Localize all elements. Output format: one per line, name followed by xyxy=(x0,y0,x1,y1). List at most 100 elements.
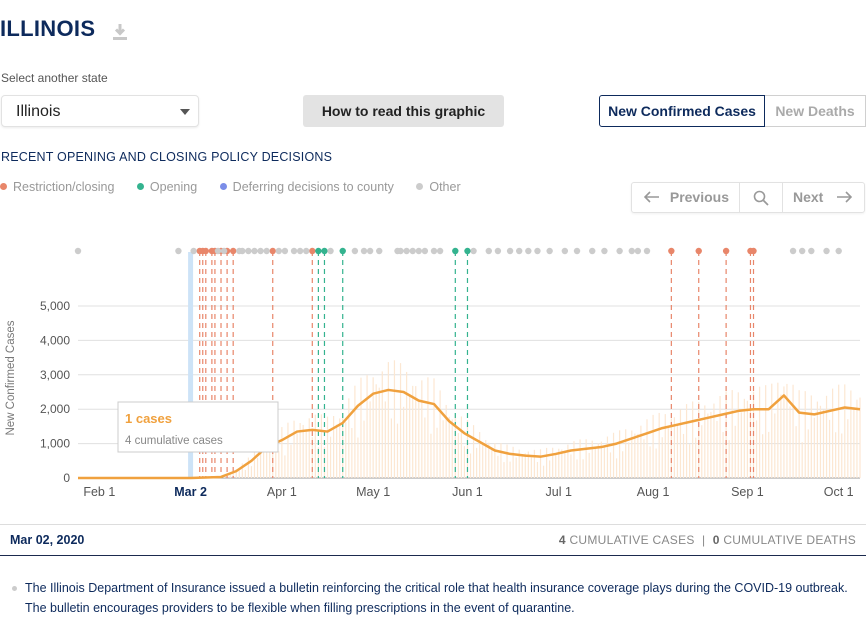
daily-bar xyxy=(576,459,578,478)
daily-bar xyxy=(628,442,630,478)
daily-bar xyxy=(512,446,514,478)
daily-bar xyxy=(485,440,487,478)
daily-bar xyxy=(278,451,280,478)
daily-bar xyxy=(372,377,374,478)
daily-bar xyxy=(549,460,551,478)
how-to-read-button[interactable]: How to read this graphic xyxy=(303,95,504,127)
daily-bar xyxy=(439,390,441,478)
daily-bar xyxy=(579,439,581,478)
y-tick-label: 3,000 xyxy=(40,368,70,382)
other-event-dot xyxy=(573,247,581,255)
daily-bar xyxy=(275,432,277,478)
policy-event-dot xyxy=(321,247,328,255)
policy-event-dot xyxy=(452,247,459,255)
daily-bar xyxy=(847,419,849,478)
daily-bar xyxy=(247,457,249,478)
daily-bar xyxy=(311,437,313,478)
daily-bar xyxy=(841,433,843,478)
daily-bar xyxy=(600,441,602,478)
previous-button[interactable]: Previous xyxy=(632,183,740,212)
toggle-new-cases[interactable]: New Confirmed Cases xyxy=(599,95,765,127)
daily-bar xyxy=(713,403,715,478)
download-icon[interactable] xyxy=(111,22,129,42)
daily-bar xyxy=(366,375,368,478)
other-event-dot xyxy=(376,247,383,255)
other-event-dot xyxy=(397,247,404,255)
daily-bar xyxy=(582,459,584,478)
other-event-dot xyxy=(835,247,842,255)
daily-bar xyxy=(266,444,268,478)
legend-label: Opening xyxy=(149,180,198,194)
daily-bar xyxy=(506,444,508,478)
daily-bar xyxy=(497,455,499,478)
chevron-down-icon xyxy=(180,109,190,115)
daily-bar xyxy=(269,439,271,478)
cases-chart[interactable]: 0 1,000 2,000 3,000 4,000 5,000 Feb 1 Mar 2 Apr … xyxy=(0,238,866,514)
daily-bar xyxy=(494,443,496,478)
daily-bar xyxy=(813,417,815,478)
other-event-dot xyxy=(74,247,82,255)
daily-bar xyxy=(816,401,819,478)
daily-bar xyxy=(807,429,809,478)
daily-bar xyxy=(552,447,554,478)
daily-bar xyxy=(357,437,359,478)
x-tick-label: Apr 1 xyxy=(267,485,297,499)
y-tick-label: 1,000 xyxy=(40,437,70,451)
daily-bar xyxy=(743,398,745,478)
other-event-dot xyxy=(190,247,197,255)
cumulative-cases-label: CUMULATIVE CASES xyxy=(569,533,695,547)
daily-bar xyxy=(710,411,712,478)
state-select[interactable]: Illinois xyxy=(1,95,199,127)
other-event-dot xyxy=(351,247,359,255)
daily-bar xyxy=(463,446,466,478)
daily-bar xyxy=(822,409,825,478)
daily-bar xyxy=(530,457,532,478)
daily-bar xyxy=(290,444,292,478)
daily-bar xyxy=(795,426,797,478)
policy-event-dot xyxy=(202,247,209,255)
daily-bar xyxy=(661,437,663,478)
tooltip-value: 1 cases xyxy=(125,411,172,426)
other-event-dot xyxy=(601,247,608,255)
y-tick-label: 2,000 xyxy=(40,402,70,416)
other-event-dot xyxy=(303,247,310,255)
opening-dot-icon xyxy=(136,183,144,190)
daily-bar xyxy=(436,427,438,478)
daily-bar xyxy=(536,461,539,478)
policy-event-dot xyxy=(339,247,346,255)
daily-bar xyxy=(673,417,675,478)
daily-bar xyxy=(719,395,721,478)
arrow-left-icon xyxy=(643,191,659,203)
selected-date: Mar 02, 2020 xyxy=(10,533,85,547)
daily-bar xyxy=(591,440,593,478)
other-event-dot xyxy=(257,247,264,255)
y-tick-label: 4,000 xyxy=(40,333,70,347)
next-button[interactable]: Next xyxy=(782,183,864,212)
other-event-dot xyxy=(546,247,553,255)
other-event-dot xyxy=(628,247,635,255)
other-event-dot xyxy=(561,247,569,255)
daily-bar xyxy=(734,425,736,478)
daily-bar xyxy=(573,441,575,478)
daily-bar xyxy=(612,432,615,478)
daily-bar xyxy=(384,401,386,478)
daily-bar xyxy=(305,429,307,478)
daily-bar xyxy=(789,406,791,478)
daily-bar xyxy=(859,397,861,478)
toggle-new-deaths[interactable]: New Deaths xyxy=(765,95,866,127)
daily-bar xyxy=(792,384,794,478)
search-button[interactable] xyxy=(740,183,783,212)
daily-bar xyxy=(558,448,560,478)
daily-bar xyxy=(345,422,347,478)
daily-bar xyxy=(856,399,858,478)
policy-event-dot xyxy=(464,247,471,255)
daily-bar xyxy=(320,414,323,478)
daily-bar xyxy=(406,371,408,478)
policy-event-dot xyxy=(309,247,316,255)
chart-tooltip: 1 cases 4 cumulative cases xyxy=(117,401,279,453)
other-event-dot xyxy=(494,247,502,255)
deferring-dot-icon xyxy=(219,183,227,190)
daily-bar xyxy=(348,398,350,478)
legend-item-deferring: Deferring decisions to county xyxy=(219,180,394,194)
x-tick-label: Jun 1 xyxy=(452,485,483,499)
